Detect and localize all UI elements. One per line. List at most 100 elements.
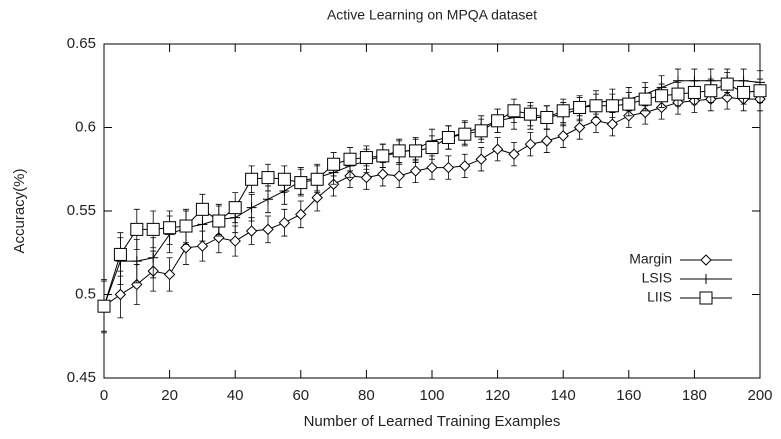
marker xyxy=(409,165,422,177)
marker xyxy=(246,202,257,213)
x-tick-label: 0 xyxy=(100,387,108,404)
y-tick-label: 0.65 xyxy=(67,35,96,52)
marker xyxy=(541,135,553,147)
legend-label: LIIS xyxy=(647,289,672,305)
marker xyxy=(606,118,619,130)
legend-label: LSIS xyxy=(642,270,672,286)
legend-marker xyxy=(700,254,712,266)
x-tick-label: 80 xyxy=(358,387,375,404)
marker xyxy=(491,143,504,155)
x-tick-label: 140 xyxy=(551,387,576,404)
marker xyxy=(458,127,472,141)
marker xyxy=(639,106,651,119)
marker xyxy=(524,138,537,150)
marker xyxy=(426,161,438,174)
marker xyxy=(263,194,273,205)
marker xyxy=(196,240,209,252)
legend-marker xyxy=(699,291,713,305)
marker xyxy=(475,153,487,165)
y-tick-label: 0.6 xyxy=(75,118,96,135)
marker xyxy=(737,85,751,99)
marker xyxy=(721,91,733,104)
marker xyxy=(163,268,176,281)
marker xyxy=(311,191,323,204)
marker xyxy=(245,172,259,186)
marker xyxy=(720,77,734,91)
x-tick-label: 40 xyxy=(227,387,244,404)
marker xyxy=(114,288,127,301)
marker xyxy=(179,219,193,233)
marker xyxy=(573,121,586,134)
marker xyxy=(590,115,602,127)
marker xyxy=(425,141,439,155)
x-tick-label: 200 xyxy=(747,387,772,404)
x-tick-label: 180 xyxy=(682,387,707,404)
marker xyxy=(294,176,308,190)
y-tick-label: 0.55 xyxy=(67,202,96,219)
marker xyxy=(377,168,389,180)
marker xyxy=(295,208,307,221)
marker xyxy=(213,232,225,244)
marker xyxy=(442,161,455,174)
marker xyxy=(360,171,373,184)
x-tick-label: 120 xyxy=(485,387,510,404)
marker xyxy=(573,100,587,114)
marker xyxy=(245,225,258,237)
marker xyxy=(540,110,554,124)
marker xyxy=(163,221,177,235)
marker xyxy=(474,124,488,138)
marker xyxy=(687,85,701,99)
marker xyxy=(393,170,405,182)
marker xyxy=(130,222,144,236)
marker xyxy=(671,87,685,101)
marker xyxy=(97,299,111,313)
marker xyxy=(180,242,192,254)
marker xyxy=(508,148,520,160)
marker xyxy=(229,235,241,247)
marker xyxy=(327,157,341,171)
marker xyxy=(441,131,455,145)
marker xyxy=(622,97,636,111)
legend-label: Margin xyxy=(629,251,672,267)
x-tick-label: 160 xyxy=(616,387,641,404)
marker xyxy=(638,92,652,106)
marker xyxy=(655,89,669,103)
marker xyxy=(146,222,160,236)
marker xyxy=(409,144,423,158)
marker xyxy=(148,252,159,263)
marker xyxy=(605,99,619,113)
legend-marker xyxy=(701,274,711,284)
marker xyxy=(556,104,570,118)
marker xyxy=(212,214,226,228)
y-tick-label: 0.5 xyxy=(75,285,96,302)
marker xyxy=(459,160,471,172)
marker xyxy=(557,130,569,142)
marker xyxy=(195,202,209,216)
marker xyxy=(704,84,718,98)
marker xyxy=(376,149,390,163)
marker xyxy=(277,172,291,186)
marker xyxy=(392,144,406,158)
x-tick-label: 100 xyxy=(419,387,444,404)
marker xyxy=(343,152,357,166)
marker xyxy=(310,172,324,186)
x-tick-label: 60 xyxy=(292,387,309,404)
marker xyxy=(113,247,127,261)
marker xyxy=(491,114,505,128)
marker xyxy=(753,84,767,98)
chart-title: Active Learning on MPQA dataset xyxy=(327,7,537,23)
y-axis-label: Accuracy(%) xyxy=(11,168,28,253)
marker xyxy=(131,278,143,291)
marker xyxy=(278,216,291,229)
y-tick-label: 0.45 xyxy=(67,369,96,386)
marker xyxy=(261,171,275,185)
marker xyxy=(589,99,603,113)
marker xyxy=(262,223,274,236)
marker xyxy=(507,104,521,118)
marker xyxy=(359,151,373,165)
x-axis-label: Number of Learned Training Examples xyxy=(304,413,561,430)
x-tick-label: 20 xyxy=(161,387,178,404)
marker xyxy=(523,107,537,121)
marker xyxy=(228,201,242,215)
